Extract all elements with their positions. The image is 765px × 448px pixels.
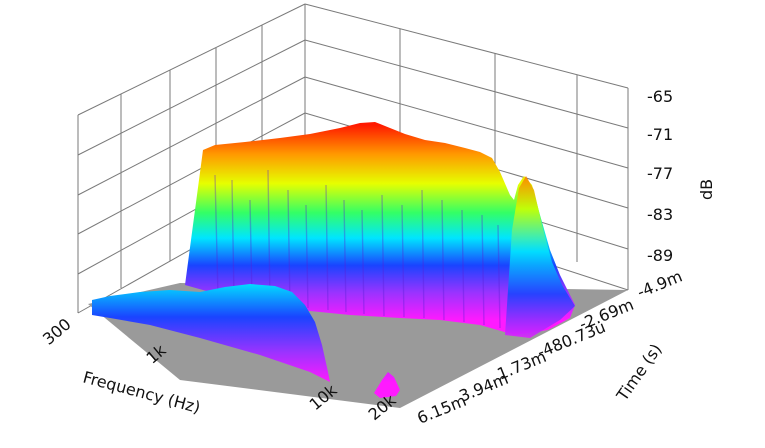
- z-tick-label: -71: [647, 125, 673, 144]
- y-tick-label: 6.15m: [414, 391, 469, 428]
- surface-back: [185, 122, 575, 338]
- z-axis: -65 -71 -77 -83 -89 dB: [647, 87, 716, 265]
- surface-front: [92, 284, 400, 398]
- z-axis-label: dB: [697, 179, 716, 200]
- surface-streaks: [214, 169, 501, 329]
- x-tick-label: 300: [39, 315, 75, 349]
- y-tick-label: -4.9m: [634, 267, 685, 302]
- y-axis-label: Time (s): [612, 340, 665, 405]
- z-tick-label: -89: [647, 246, 673, 265]
- z-tick-label: -65: [647, 87, 673, 106]
- z-tick-label: -77: [647, 164, 673, 183]
- z-tick-label: -83: [647, 205, 673, 224]
